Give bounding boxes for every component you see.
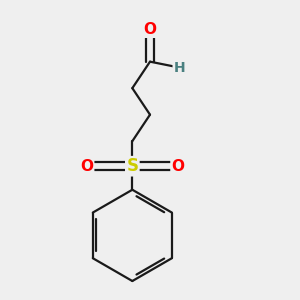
Text: S: S: [126, 157, 138, 175]
Text: H: H: [174, 61, 185, 75]
Text: O: O: [143, 22, 157, 37]
Text: O: O: [172, 159, 184, 174]
Text: O: O: [80, 159, 93, 174]
